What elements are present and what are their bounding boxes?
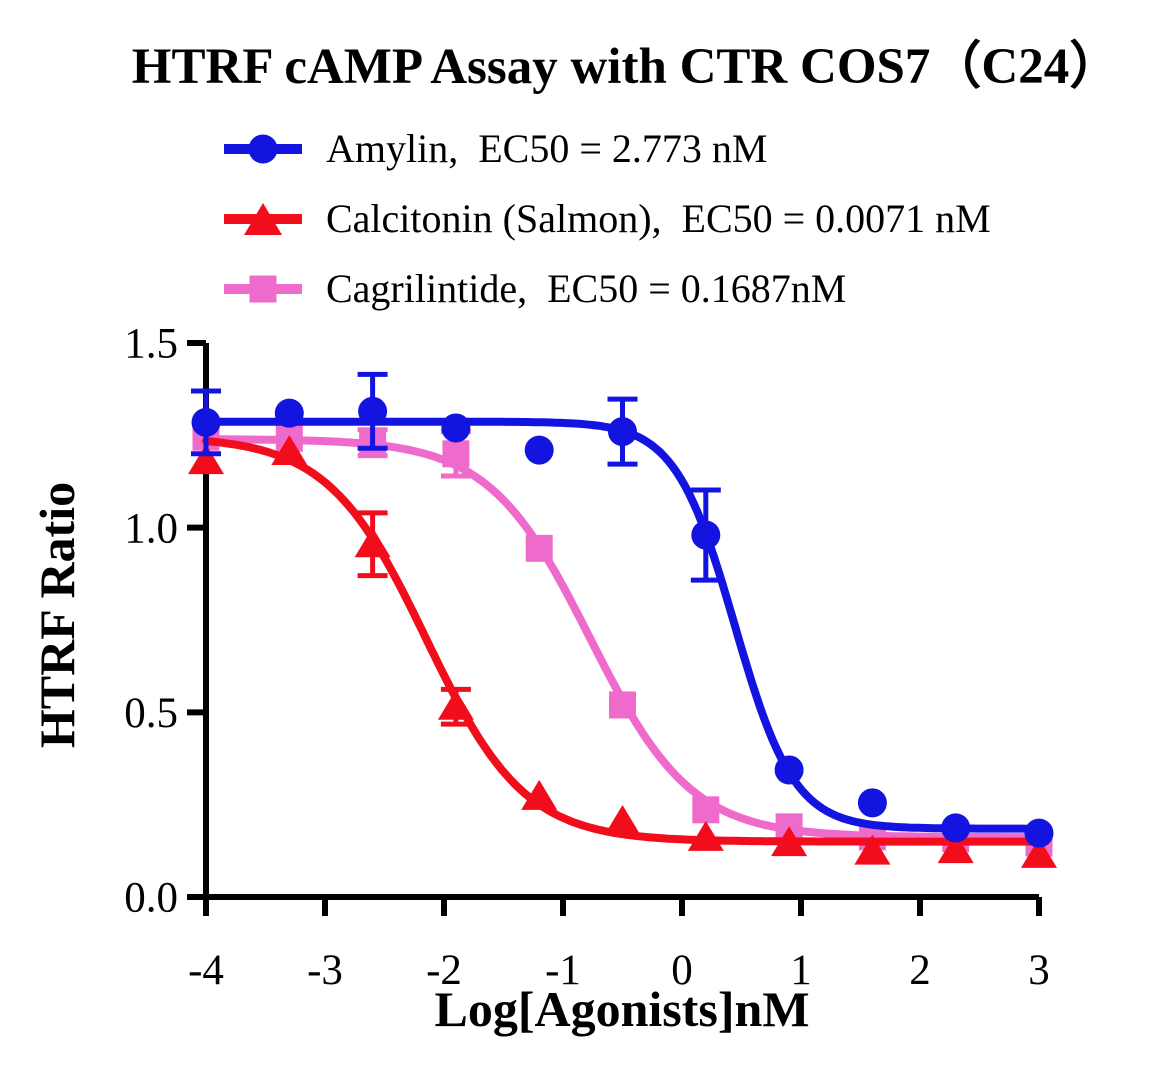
legend-item-cagrilintide: Cagrilintide, EC50 = 0.1687nM (224, 265, 991, 311)
series-amylin (191, 371, 1054, 848)
data-point-circle (608, 417, 637, 447)
data-point-circle (191, 407, 221, 437)
y-tick-label: 0.5 (124, 690, 178, 737)
y-tick-label: 1.0 (124, 505, 178, 552)
legend-label-amylin: Amylin, EC50 = 2.773 nM (326, 125, 768, 171)
legend-label-calcitonin: Calcitonin (Salmon), EC50 = 0.0071 nM (326, 195, 991, 241)
axes: 0.0 0.5 1.0 1.5 -4 -3 -2 -1 0 1 2 3 (124, 321, 1050, 994)
data-point-triangle (354, 527, 391, 558)
x-tick-label: 2 (909, 947, 931, 994)
legend-item-calcitonin: Calcitonin (Salmon), EC50 = 0.0071 nM (224, 195, 991, 241)
data-point-triangle (521, 779, 558, 810)
cagrilintide-square-marker-icon (224, 270, 302, 307)
data-point-circle (441, 413, 471, 443)
data-point-square (692, 796, 720, 824)
x-tick-label: 0 (671, 947, 693, 994)
amylin-circle-marker-icon (224, 130, 302, 167)
x-axis-title: Log[Agonists]nM (434, 981, 809, 1037)
data-series (188, 371, 1057, 868)
legend-item-amylin: Amylin, EC50 = 2.773 nM (224, 125, 991, 171)
data-point-triangle (188, 444, 224, 475)
data-point-triangle (437, 689, 474, 720)
data-point-triangle (771, 826, 808, 857)
fit-curve (202, 437, 1043, 846)
y-tick-label: 0.0 (124, 875, 178, 922)
axis-titles: HTRF Ratio Log[Agonists]nM (29, 482, 810, 1037)
data-point-square (525, 534, 553, 562)
data-point-circle (274, 398, 304, 428)
data-point-square (609, 691, 636, 719)
data-point-triangle (937, 833, 974, 864)
x-tick-label: -2 (426, 947, 462, 994)
data-point-circle (1024, 818, 1054, 848)
data-point-triangle (604, 805, 641, 836)
x-tick-label: -4 (188, 947, 224, 994)
x-tick-label: 3 (1028, 947, 1050, 994)
x-tick-label: -1 (545, 947, 581, 994)
data-point-triangle (1021, 837, 1057, 868)
fit-curve (202, 435, 1043, 842)
data-point-triangle (854, 834, 891, 865)
legend: Amylin, EC50 = 2.773 nM Calcitonin (Salm… (224, 125, 991, 340)
series-cagrilintide (192, 423, 1053, 857)
data-point-circle (774, 755, 804, 785)
data-point-square (442, 440, 470, 468)
data-point-triangle (271, 434, 308, 465)
x-tick-label: -3 (307, 947, 343, 994)
y-axis-title: HTRF Ratio (29, 482, 85, 748)
legend-label-cagrilintide: Cagrilintide, EC50 = 0.1687nM (326, 265, 847, 311)
data-point-circle (691, 520, 721, 550)
calcitonin-triangle-marker-icon (224, 200, 302, 237)
data-point-triangle (687, 820, 724, 851)
data-point-circle (857, 788, 887, 818)
series-calcitonin-salmon (188, 434, 1057, 868)
data-point-circle (524, 435, 554, 465)
y-tick-label: 1.5 (124, 321, 178, 368)
x-tick-label: 1 (790, 947, 812, 994)
data-point-circle (941, 813, 971, 843)
chart-title: HTRF cAMP Assay with CTR COS7（C24） (131, 39, 1121, 95)
data-point-circle (358, 396, 388, 426)
